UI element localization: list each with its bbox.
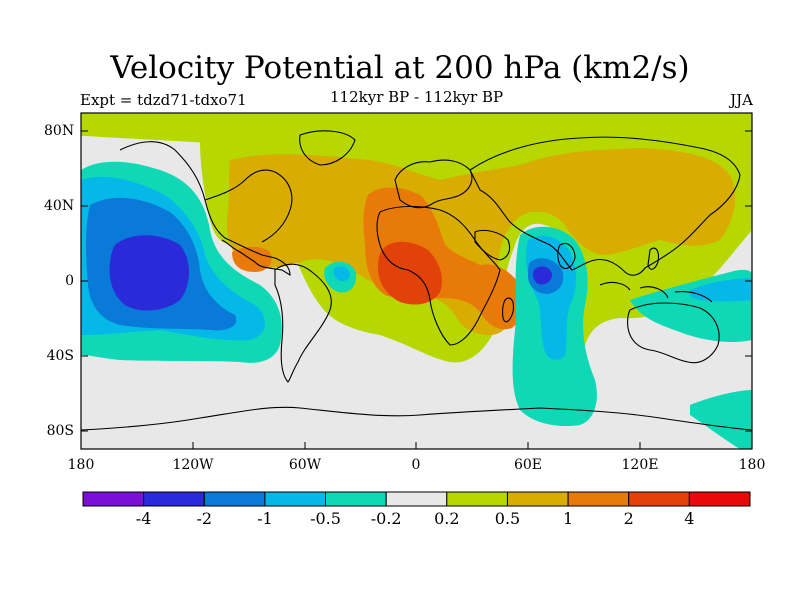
contour-negative-mid-atlantic	[333, 266, 350, 282]
colorbar-label: -0.5	[310, 509, 341, 528]
colorbar-label: 0.2	[434, 509, 460, 528]
coastline-australia	[627, 302, 720, 364]
coastline-antarctica	[81, 406, 752, 431]
y-tick-label-40N: 40N	[44, 198, 75, 214]
contour-negative-weak-sw	[690, 390, 752, 449]
x-tick-label-0: 0	[411, 457, 421, 473]
x-tick-label-180e: 180	[738, 457, 766, 473]
season-label: JJA	[730, 91, 753, 109]
contour-positive-mid	[226, 148, 736, 335]
colorbar-label: -4	[135, 509, 152, 528]
contour-field	[81, 113, 752, 449]
colorbar-swatch	[507, 491, 569, 507]
colorbar-label: 1	[563, 509, 574, 528]
x-tick-label-60e: 60E	[513, 457, 543, 473]
contour-negative-mid-wpac	[689, 278, 752, 302]
map-title: Velocity Potential at 200 hPa (km2/s)	[110, 50, 690, 86]
colorbar-label: 0.5	[494, 509, 521, 528]
colorbar-label: -2	[196, 509, 213, 528]
colorbar-swatch	[688, 491, 751, 507]
colorbar-swatch	[628, 491, 690, 507]
colorbar-swatch	[143, 491, 205, 507]
coastline-greenland	[299, 130, 356, 166]
y-tick-label-0: 0	[65, 273, 74, 289]
colorbar-swatch	[203, 491, 266, 507]
x-ticks	[80, 442, 753, 449]
y-tick-label-80N: 80N	[44, 123, 75, 139]
colorbar	[82, 491, 751, 507]
contour-negative-max-pacific	[109, 235, 189, 311]
coastline-madagascar	[502, 297, 514, 323]
experiment-label: Expt = tdzd71-tdxo71	[80, 91, 247, 109]
colorbar-swatch	[82, 491, 145, 507]
colorbar-swatch	[446, 491, 508, 507]
coastline-maritime	[599, 247, 713, 303]
colorbar-swatch	[385, 491, 448, 507]
coastlines	[81, 130, 752, 431]
x-tick-label-120e: 120E	[621, 457, 659, 473]
coastline-africa	[376, 205, 501, 346]
coastline-arabia-india	[474, 229, 576, 270]
y-ticks	[81, 130, 752, 432]
colorbar-label: 2	[623, 509, 634, 528]
contour-positive-max	[378, 241, 442, 305]
x-tick-label-120w: 120W	[172, 457, 214, 473]
x-tick-label-180w: 180	[67, 457, 95, 473]
colorbar-label: 4	[684, 509, 695, 528]
colorbar-swatch	[567, 491, 630, 507]
coastline-asia	[469, 136, 741, 276]
colorbar-swatch	[325, 491, 387, 507]
y-tick-label-40S: 40S	[46, 348, 74, 364]
coastline-south-america	[274, 263, 332, 383]
colorbar-label: -1	[257, 509, 273, 528]
x-tick-label-60w: 60W	[288, 457, 322, 473]
colorbar-label: -0.2	[370, 509, 402, 528]
y-tick-label-80S: 80S	[46, 423, 74, 439]
coastline-north-america	[119, 141, 293, 276]
contour-negative-max-indian	[533, 266, 552, 285]
period-label: 112kyr BP - 112kyr BP	[330, 88, 504, 106]
colorbar-swatch	[264, 491, 326, 507]
